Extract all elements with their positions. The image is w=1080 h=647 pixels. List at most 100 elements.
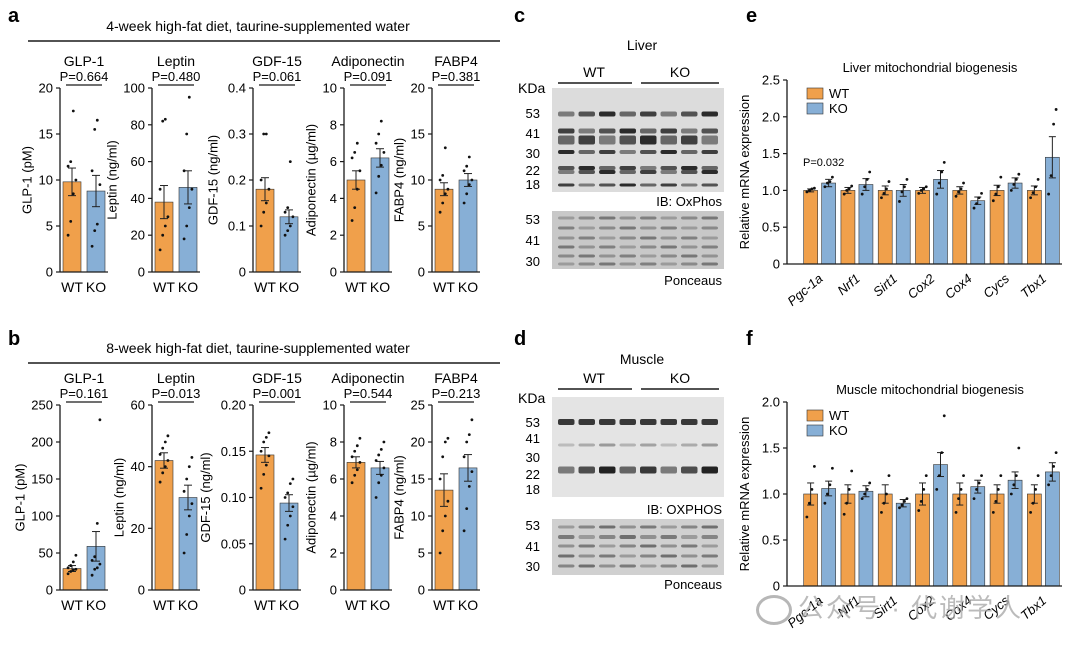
x-tick-label: KO bbox=[458, 597, 478, 613]
data-point bbox=[182, 237, 186, 241]
data-point bbox=[999, 474, 1003, 477]
data-point bbox=[443, 146, 447, 150]
data-point bbox=[898, 506, 901, 510]
data-point bbox=[377, 132, 381, 136]
bar-ko bbox=[970, 486, 986, 587]
data-point bbox=[980, 191, 983, 195]
ladder-mark: 53 bbox=[526, 415, 540, 430]
data-point bbox=[161, 119, 165, 123]
blot-band bbox=[599, 254, 616, 258]
ladder-mark: 41 bbox=[526, 126, 540, 141]
wechat-icon bbox=[756, 595, 792, 626]
data-point bbox=[935, 488, 939, 491]
data-point bbox=[71, 192, 75, 196]
blot-kda-label: KDa bbox=[518, 390, 545, 406]
data-point bbox=[286, 523, 290, 527]
data-point bbox=[98, 183, 102, 187]
data-point bbox=[262, 132, 266, 136]
y-tick-label: 0 bbox=[239, 265, 246, 280]
y-tick-label: 1.5 bbox=[762, 441, 780, 456]
y-axis-label: Relative mRNA expression bbox=[737, 417, 752, 572]
data-point bbox=[355, 141, 359, 145]
data-point bbox=[374, 141, 378, 145]
bar-wt bbox=[915, 190, 930, 265]
data-point bbox=[962, 181, 965, 185]
data-point bbox=[374, 459, 378, 462]
blot-band bbox=[599, 236, 616, 240]
y-tick-label: 0 bbox=[330, 265, 337, 280]
blot-band bbox=[558, 262, 575, 266]
blot-band bbox=[558, 466, 575, 474]
blot-group-ko-label: KO bbox=[670, 370, 690, 386]
data-point bbox=[812, 186, 816, 190]
blot-band bbox=[681, 236, 698, 240]
p-value-label: P=0.091 bbox=[344, 69, 393, 84]
x-tick-label: Cox4 bbox=[942, 271, 975, 302]
blot-band bbox=[599, 128, 616, 134]
chart-a3: GDF-15P=0.061 WT KO 0 0.1 0.2 0.3 0.4 GDF-15 (ng… bbox=[205, 53, 302, 295]
y-axis-label: Adiponectin (µg/ml) bbox=[304, 124, 319, 236]
data-point bbox=[1014, 177, 1018, 181]
bar-wt bbox=[952, 190, 968, 265]
blot-band bbox=[558, 226, 575, 230]
data-point bbox=[262, 472, 266, 476]
blot-band bbox=[701, 525, 718, 529]
data-point bbox=[182, 489, 186, 493]
y-tick-label: 0.3 bbox=[228, 127, 246, 142]
data-point bbox=[996, 185, 1000, 189]
data-point bbox=[355, 444, 359, 448]
data-point bbox=[374, 191, 378, 195]
blot-band bbox=[681, 245, 698, 249]
blot-band bbox=[701, 226, 718, 230]
blot-band bbox=[599, 262, 616, 266]
data-point bbox=[467, 485, 471, 488]
data-point bbox=[286, 491, 290, 495]
blot-band bbox=[640, 254, 657, 258]
data-point bbox=[865, 177, 869, 181]
x-tick-label: WT bbox=[254, 597, 276, 613]
y-tick-label: 8 bbox=[330, 435, 337, 450]
x-tick-label: Cycs bbox=[980, 270, 1012, 300]
data-point bbox=[991, 199, 995, 203]
y-tick-label: 100 bbox=[123, 81, 145, 96]
y-tick-label: 1.0 bbox=[762, 183, 780, 198]
blot-band bbox=[701, 128, 718, 134]
data-point bbox=[919, 499, 923, 503]
x-tick-label: WT bbox=[345, 597, 367, 613]
bar-ko bbox=[970, 200, 986, 265]
y-tick-label: 2.5 bbox=[762, 73, 780, 88]
blot-band bbox=[681, 226, 698, 230]
data-point bbox=[69, 220, 73, 223]
panel-letter-e: e bbox=[746, 5, 757, 27]
y-axis-label: Leptin (ng/ml) bbox=[104, 140, 119, 219]
data-point bbox=[66, 572, 70, 576]
blot-band bbox=[578, 183, 595, 187]
blot-band bbox=[578, 525, 595, 529]
data-point bbox=[880, 511, 883, 514]
blot-band bbox=[640, 170, 657, 174]
data-point bbox=[66, 233, 70, 237]
blot-band bbox=[640, 525, 657, 529]
data-point bbox=[90, 169, 94, 173]
ponceau-stripes bbox=[558, 216, 718, 266]
data-point bbox=[264, 132, 268, 136]
data-point bbox=[830, 175, 834, 179]
panel-letter-c: c bbox=[514, 5, 525, 27]
y-tick-label: 0.5 bbox=[762, 533, 780, 548]
data-point bbox=[190, 187, 194, 191]
data-point bbox=[264, 463, 268, 467]
data-point bbox=[1054, 108, 1058, 111]
bar-wt bbox=[952, 493, 968, 587]
data-point bbox=[868, 170, 872, 174]
data-point bbox=[379, 119, 383, 123]
data-point bbox=[283, 233, 287, 237]
blot-band bbox=[660, 128, 677, 134]
p-value-label: P=0.664 bbox=[60, 69, 109, 84]
x-tick-label: WT bbox=[61, 279, 83, 295]
data-point bbox=[291, 505, 295, 509]
bar-ko bbox=[370, 157, 390, 273]
bar-wt bbox=[915, 493, 930, 587]
ladder-mark: 22 bbox=[526, 467, 540, 482]
x-tick-label: KO bbox=[178, 279, 198, 295]
